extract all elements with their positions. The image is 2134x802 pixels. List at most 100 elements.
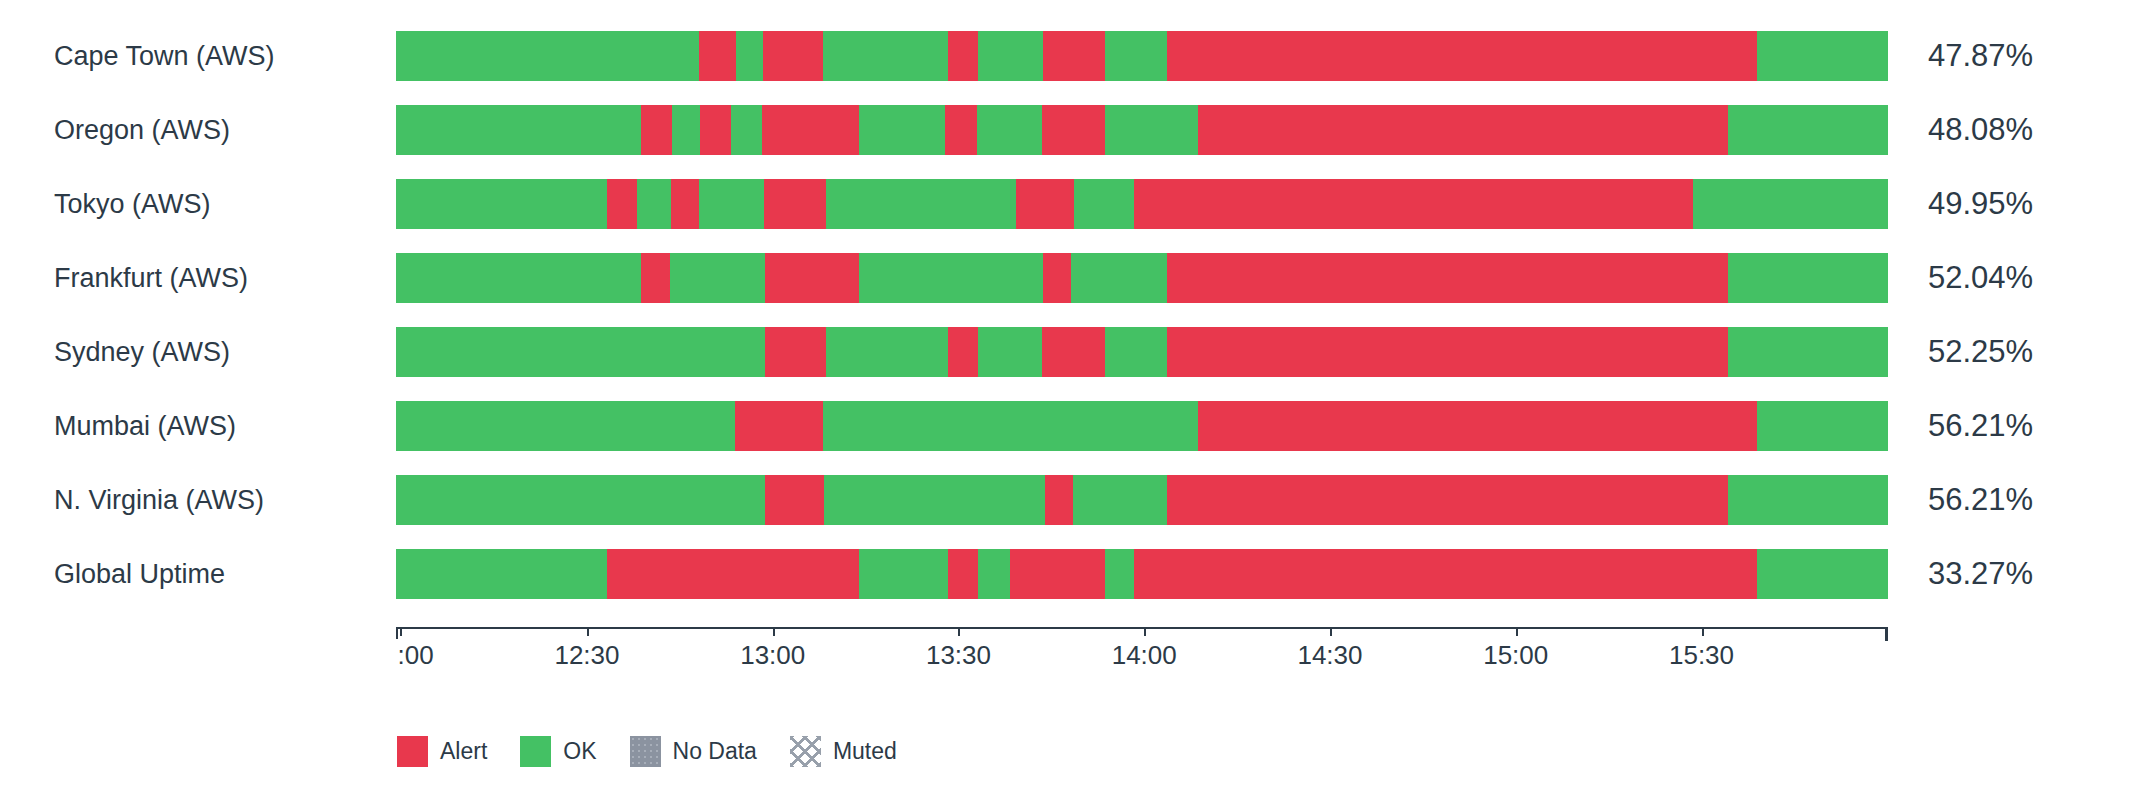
- axis-tick: [1702, 627, 1704, 636]
- segment-alert[interactable]: [607, 179, 637, 229]
- segment-ok[interactable]: [826, 327, 948, 377]
- status-bar: [396, 475, 1888, 525]
- segment-ok[interactable]: [396, 549, 607, 599]
- segment-alert[interactable]: [1042, 327, 1105, 377]
- segment-alert[interactable]: [763, 31, 823, 81]
- segment-alert[interactable]: [948, 31, 978, 81]
- axis-end-cap: [1885, 627, 1888, 641]
- segment-alert[interactable]: [764, 179, 826, 229]
- segment-ok[interactable]: [670, 253, 765, 303]
- segment-alert[interactable]: [671, 179, 699, 229]
- segment-alert[interactable]: [1043, 253, 1071, 303]
- segment-ok[interactable]: [977, 105, 1042, 155]
- segment-alert[interactable]: [735, 401, 823, 451]
- segment-alert[interactable]: [700, 105, 731, 155]
- segment-alert[interactable]: [945, 105, 977, 155]
- segment-ok[interactable]: [823, 31, 948, 81]
- segment-alert[interactable]: [762, 105, 859, 155]
- status-bar: [396, 105, 1888, 155]
- uptime-value: 49.95%: [1928, 179, 2033, 229]
- segment-ok[interactable]: [1728, 327, 1888, 377]
- segment-alert[interactable]: [1134, 179, 1694, 229]
- segment-ok[interactable]: [1757, 549, 1888, 599]
- segment-alert[interactable]: [948, 327, 978, 377]
- segment-ok[interactable]: [1728, 253, 1888, 303]
- segment-ok[interactable]: [859, 253, 1043, 303]
- segment-ok[interactable]: [1728, 105, 1888, 155]
- segment-ok[interactable]: [699, 179, 765, 229]
- segment-ok[interactable]: [396, 179, 607, 229]
- segment-ok[interactable]: [637, 179, 671, 229]
- segment-alert[interactable]: [641, 253, 669, 303]
- segment-alert[interactable]: [1198, 401, 1757, 451]
- legend-item-ok[interactable]: OK: [520, 736, 596, 767]
- row-label: Mumbai (AWS): [54, 401, 236, 451]
- segment-ok[interactable]: [978, 31, 1044, 81]
- segment-alert[interactable]: [641, 105, 672, 155]
- segment-alert[interactable]: [948, 549, 978, 599]
- legend-label: OK: [563, 738, 596, 765]
- segment-ok[interactable]: [824, 475, 1045, 525]
- segment-ok[interactable]: [672, 105, 700, 155]
- segment-alert[interactable]: [1042, 105, 1105, 155]
- axis-tick: [1516, 627, 1518, 636]
- row-label: Global Uptime: [54, 549, 225, 599]
- segment-ok[interactable]: [1757, 31, 1888, 81]
- segment-ok[interactable]: [396, 401, 735, 451]
- segment-ok[interactable]: [1728, 475, 1888, 525]
- segment-alert[interactable]: [765, 475, 825, 525]
- segment-alert[interactable]: [1198, 105, 1728, 155]
- segment-ok[interactable]: [396, 327, 765, 377]
- segment-ok[interactable]: [731, 105, 762, 155]
- segment-alert[interactable]: [1167, 253, 1729, 303]
- segment-ok[interactable]: [1757, 401, 1888, 451]
- segment-alert[interactable]: [1016, 179, 1074, 229]
- axis-tick-label: 15:30: [1669, 640, 1734, 671]
- uptime-row: Cape Town (AWS)47.87%: [0, 31, 2134, 81]
- segment-alert[interactable]: [1043, 31, 1104, 81]
- segment-alert[interactable]: [1167, 327, 1728, 377]
- axis-start-cap: [396, 627, 398, 639]
- legend-label: Muted: [833, 738, 897, 765]
- status-bar: [396, 327, 1888, 377]
- legend-item-muted[interactable]: Muted: [790, 736, 897, 767]
- segment-alert[interactable]: [765, 327, 827, 377]
- segment-ok[interactable]: [736, 31, 763, 81]
- segment-ok[interactable]: [396, 475, 765, 525]
- segment-alert[interactable]: [765, 253, 859, 303]
- uptime-value: 52.04%: [1928, 253, 2033, 303]
- status-bar: [396, 549, 1888, 599]
- legend-item-no_data[interactable]: No Data: [630, 736, 757, 767]
- segment-ok[interactable]: [859, 105, 945, 155]
- segment-alert[interactable]: [1167, 31, 1756, 81]
- segment-ok[interactable]: [1105, 327, 1168, 377]
- segment-alert[interactable]: [1134, 549, 1757, 599]
- legend-item-alert[interactable]: Alert: [397, 736, 487, 767]
- segment-ok[interactable]: [1073, 475, 1166, 525]
- segment-ok[interactable]: [1071, 253, 1166, 303]
- segment-ok[interactable]: [396, 31, 699, 81]
- segment-ok[interactable]: [1693, 179, 1888, 229]
- segment-ok[interactable]: [978, 549, 1010, 599]
- segment-ok[interactable]: [1105, 105, 1198, 155]
- segment-ok[interactable]: [826, 179, 1015, 229]
- segment-alert[interactable]: [607, 549, 859, 599]
- segment-ok[interactable]: [1074, 179, 1134, 229]
- segment-ok[interactable]: [823, 401, 1197, 451]
- segment-alert[interactable]: [1045, 475, 1073, 525]
- row-label: Sydney (AWS): [54, 327, 230, 377]
- segment-ok[interactable]: [978, 327, 1042, 377]
- segment-ok[interactable]: [859, 549, 948, 599]
- segment-ok[interactable]: [1105, 31, 1168, 81]
- axis-tick-label: 14:00: [1112, 640, 1177, 671]
- row-label: Cape Town (AWS): [54, 31, 275, 81]
- legend-label: Alert: [440, 738, 487, 765]
- legend-swatch-ok-icon: [520, 736, 551, 767]
- segment-ok[interactable]: [1105, 549, 1133, 599]
- segment-ok[interactable]: [396, 253, 641, 303]
- row-label: Frankfurt (AWS): [54, 253, 248, 303]
- segment-alert[interactable]: [1167, 475, 1729, 525]
- segment-alert[interactable]: [699, 31, 736, 81]
- segment-ok[interactable]: [396, 105, 641, 155]
- segment-alert[interactable]: [1010, 549, 1105, 599]
